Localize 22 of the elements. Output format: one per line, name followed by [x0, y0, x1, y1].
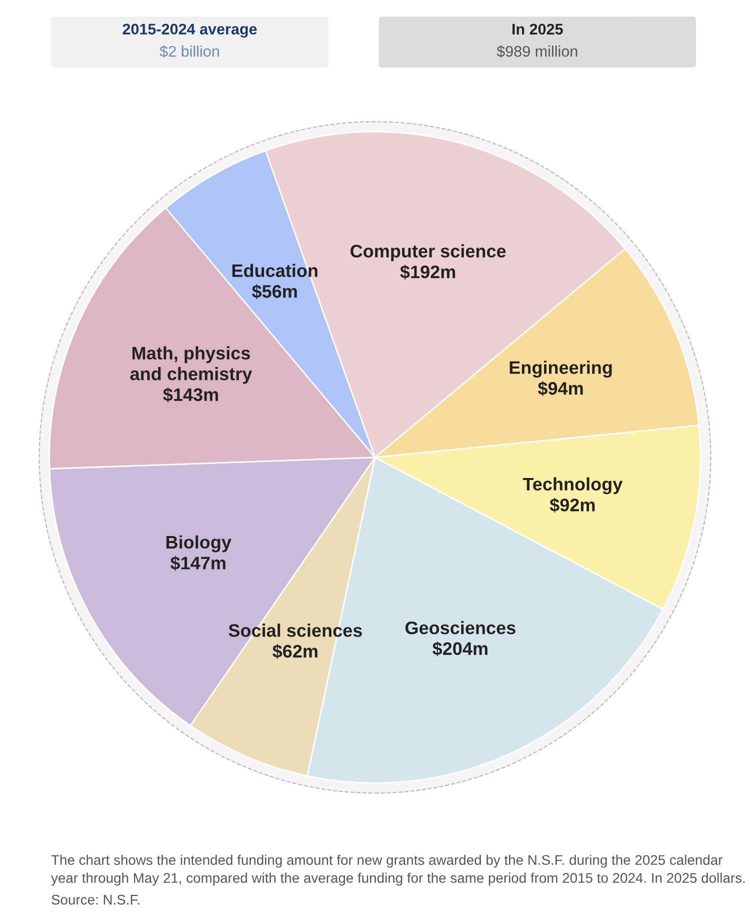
source-note: Source: N.S.F. [52, 894, 140, 905]
category-label: Computer science [350, 244, 506, 262]
data-label: $56m [252, 284, 297, 300]
text: $989 million [496, 45, 578, 58]
category-label: Biology [166, 535, 232, 552]
text: In 2025 [512, 24, 563, 35]
data-label: $94m [538, 381, 583, 396]
category-label: Technology [522, 477, 623, 494]
data-label: $92m [550, 498, 595, 513]
text: 2015-2024 average [122, 24, 257, 38]
text: $2 billion [160, 45, 219, 58]
data-label: $143m [163, 387, 218, 402]
text: The chart shows the intended funding amount for new grants awarded by the N.S.F. during the 2025 calendar year through May 21, compared with the average funding for the same period from 2015 to 2024. In 2025 dollars. [51, 854, 745, 886]
data-label: $204m [432, 641, 488, 656]
category-label: Math, physics and chemistry [130, 346, 252, 384]
category-label: Social sciences [228, 624, 362, 637]
category-label: Engineering [510, 360, 612, 378]
data-label: $192m [400, 264, 456, 280]
category-label: Geosciences [405, 621, 516, 634]
data-label: $147m [170, 556, 226, 571]
category-label: Education [232, 264, 318, 278]
data-label: $62m [272, 644, 318, 659]
